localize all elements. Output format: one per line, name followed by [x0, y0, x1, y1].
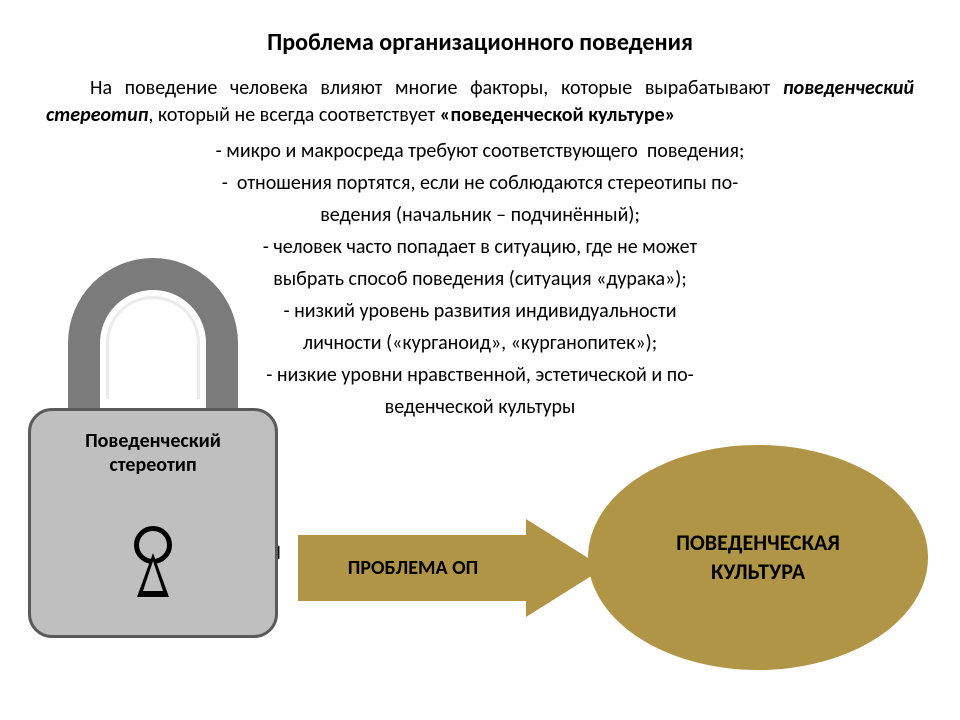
- intro-term2: «поведенческой культуре»: [440, 103, 676, 127]
- intro-lead: На поведение человека влияют многие факт…: [90, 76, 783, 100]
- lock-label-l1: Поведенческий: [85, 429, 221, 453]
- intro-mid: , который не всегда соответствует: [148, 103, 439, 127]
- bullet-line: - отношения портятся, если не соблюдаютс…: [40, 167, 920, 199]
- ellipse-l2: КУЛЬТУРА: [711, 558, 805, 585]
- arrow-shape: ПРОБЛЕМА ОП: [298, 519, 608, 617]
- lock-label: Поведенческий стереотип: [31, 429, 275, 477]
- lock-body: Поведенческий стереотип: [28, 408, 278, 638]
- bullet-line: - микро и макросреда требуют соответству…: [40, 135, 920, 167]
- page-title: Проблема организационного поведения: [0, 0, 960, 57]
- bullet-line: ведения (начальник – подчинённый);: [40, 199, 920, 231]
- lock-icon: Поведенческий стереотип: [28, 258, 278, 628]
- intro-paragraph: На поведение человека влияют многие факт…: [0, 57, 960, 129]
- ellipse-l1: ПОВЕДЕНЧЕСКАЯ: [676, 529, 840, 556]
- keyhole-icon: [134, 526, 172, 564]
- culture-ellipse: ПОВЕДЕНЧЕСКАЯ КУЛЬТУРА: [588, 445, 928, 670]
- arrow-label: ПРОБЛЕМА ОП: [298, 535, 528, 601]
- lock-label-l2: стереотип: [109, 453, 196, 477]
